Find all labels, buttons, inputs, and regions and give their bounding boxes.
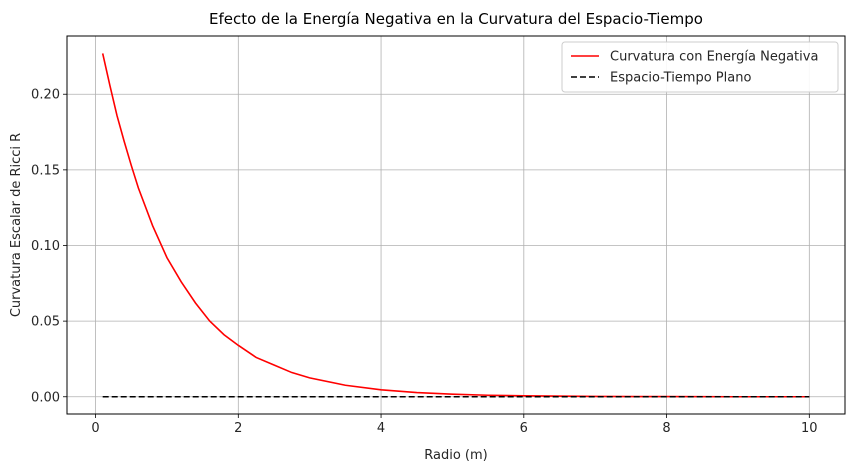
y-tick-label: 0.00 xyxy=(31,390,60,405)
legend-label: Espacio-Tiempo Plano xyxy=(610,71,751,86)
plot-area-frame xyxy=(66,35,846,415)
legend-label: Curvatura con Energía Negativa xyxy=(610,50,818,65)
y-axis-label: Curvatura Escalar de Ricci R xyxy=(9,133,24,317)
y-tick-label: 0.05 xyxy=(31,315,60,330)
x-tick-label: 2 xyxy=(234,421,242,436)
chart-title: Efecto de la Energía Negativa en la Curv… xyxy=(209,10,703,28)
x-tick-label: 4 xyxy=(377,421,385,436)
x-axis-label: Radio (m) xyxy=(424,448,487,463)
legend-box xyxy=(561,41,839,93)
x-tick-label: 8 xyxy=(662,421,670,436)
y-tick-label: 0.10 xyxy=(31,239,60,254)
legend: Curvatura con Energía Negativa Espacio-Ti… xyxy=(561,41,839,93)
x-tick-label: 0 xyxy=(91,421,99,436)
x-tick-label: 10 xyxy=(801,421,818,436)
y-tick-label: 0.20 xyxy=(31,88,60,103)
gridlines xyxy=(67,36,845,414)
x-axis-ticks: 0 2 4 6 8 10 xyxy=(91,414,818,436)
y-axis-ticks: 0.00 0.05 0.10 0.15 0.20 xyxy=(31,88,67,405)
series-line xyxy=(101,53,810,398)
series-layer xyxy=(101,53,810,398)
y-tick-label: 0.15 xyxy=(31,163,60,178)
x-tick-label: 6 xyxy=(520,421,528,436)
